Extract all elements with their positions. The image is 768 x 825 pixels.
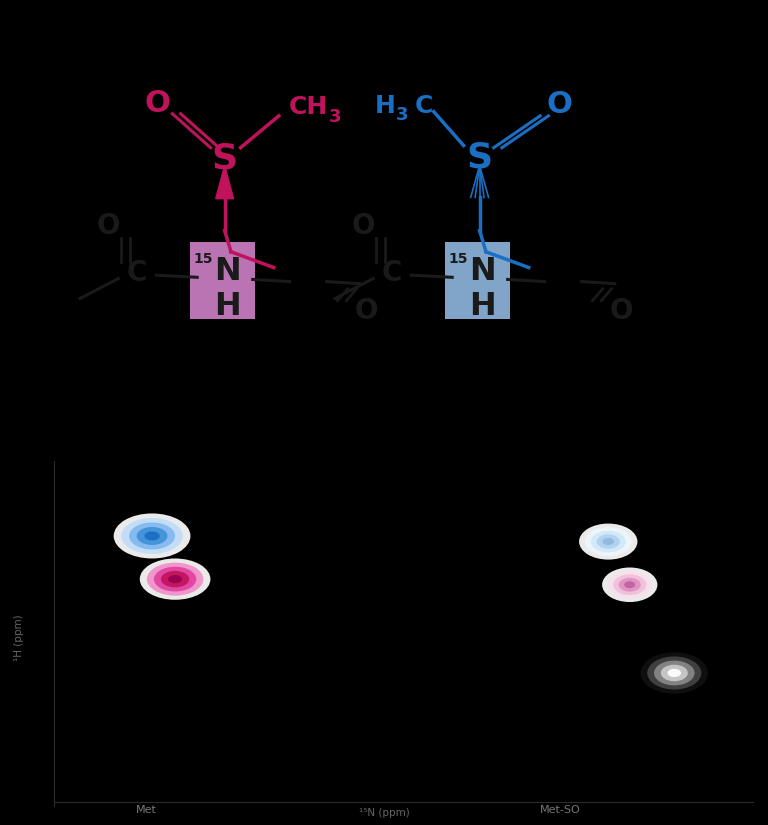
- Ellipse shape: [619, 578, 641, 592]
- Text: C: C: [382, 259, 402, 287]
- Ellipse shape: [660, 665, 688, 681]
- Ellipse shape: [144, 531, 160, 540]
- Text: ¹H (ppm): ¹H (ppm): [14, 614, 25, 661]
- Ellipse shape: [654, 661, 694, 686]
- Ellipse shape: [161, 571, 189, 587]
- Polygon shape: [216, 166, 233, 199]
- Ellipse shape: [147, 563, 204, 596]
- Ellipse shape: [585, 527, 631, 556]
- Text: 15: 15: [449, 252, 468, 266]
- Text: O: O: [145, 88, 170, 118]
- Ellipse shape: [602, 538, 614, 545]
- Ellipse shape: [579, 524, 637, 559]
- Ellipse shape: [114, 513, 190, 559]
- Text: ¹⁵N (ppm): ¹⁵N (ppm): [359, 808, 409, 818]
- Ellipse shape: [168, 575, 182, 583]
- Text: Met: Met: [135, 805, 157, 815]
- Text: 3: 3: [329, 108, 341, 125]
- Ellipse shape: [667, 669, 681, 677]
- Ellipse shape: [154, 567, 197, 592]
- Ellipse shape: [613, 574, 647, 595]
- Text: Met-SO: Met-SO: [540, 805, 581, 815]
- Text: O: O: [354, 297, 378, 325]
- Ellipse shape: [641, 653, 708, 694]
- Text: C: C: [127, 259, 147, 287]
- Text: O: O: [609, 297, 633, 325]
- Text: H: H: [468, 290, 495, 322]
- Text: C: C: [415, 94, 433, 118]
- Ellipse shape: [137, 527, 167, 545]
- Ellipse shape: [591, 530, 626, 553]
- Ellipse shape: [647, 657, 701, 690]
- Text: S: S: [466, 140, 493, 174]
- Text: N: N: [214, 257, 240, 287]
- Ellipse shape: [140, 559, 210, 600]
- FancyBboxPatch shape: [190, 242, 255, 318]
- Text: O: O: [351, 212, 375, 240]
- Text: H: H: [375, 94, 396, 118]
- Text: 3: 3: [396, 106, 408, 125]
- FancyBboxPatch shape: [445, 242, 510, 318]
- Text: N: N: [468, 257, 495, 287]
- Text: 15: 15: [194, 252, 213, 266]
- Text: H: H: [214, 290, 240, 322]
- Text: O: O: [96, 212, 120, 240]
- Ellipse shape: [129, 522, 175, 549]
- Ellipse shape: [121, 518, 183, 554]
- Ellipse shape: [624, 582, 635, 588]
- Text: CH: CH: [289, 96, 328, 120]
- Ellipse shape: [602, 568, 657, 602]
- Ellipse shape: [597, 535, 620, 549]
- Text: S: S: [211, 141, 238, 176]
- Ellipse shape: [607, 571, 652, 599]
- Text: O: O: [546, 90, 572, 119]
